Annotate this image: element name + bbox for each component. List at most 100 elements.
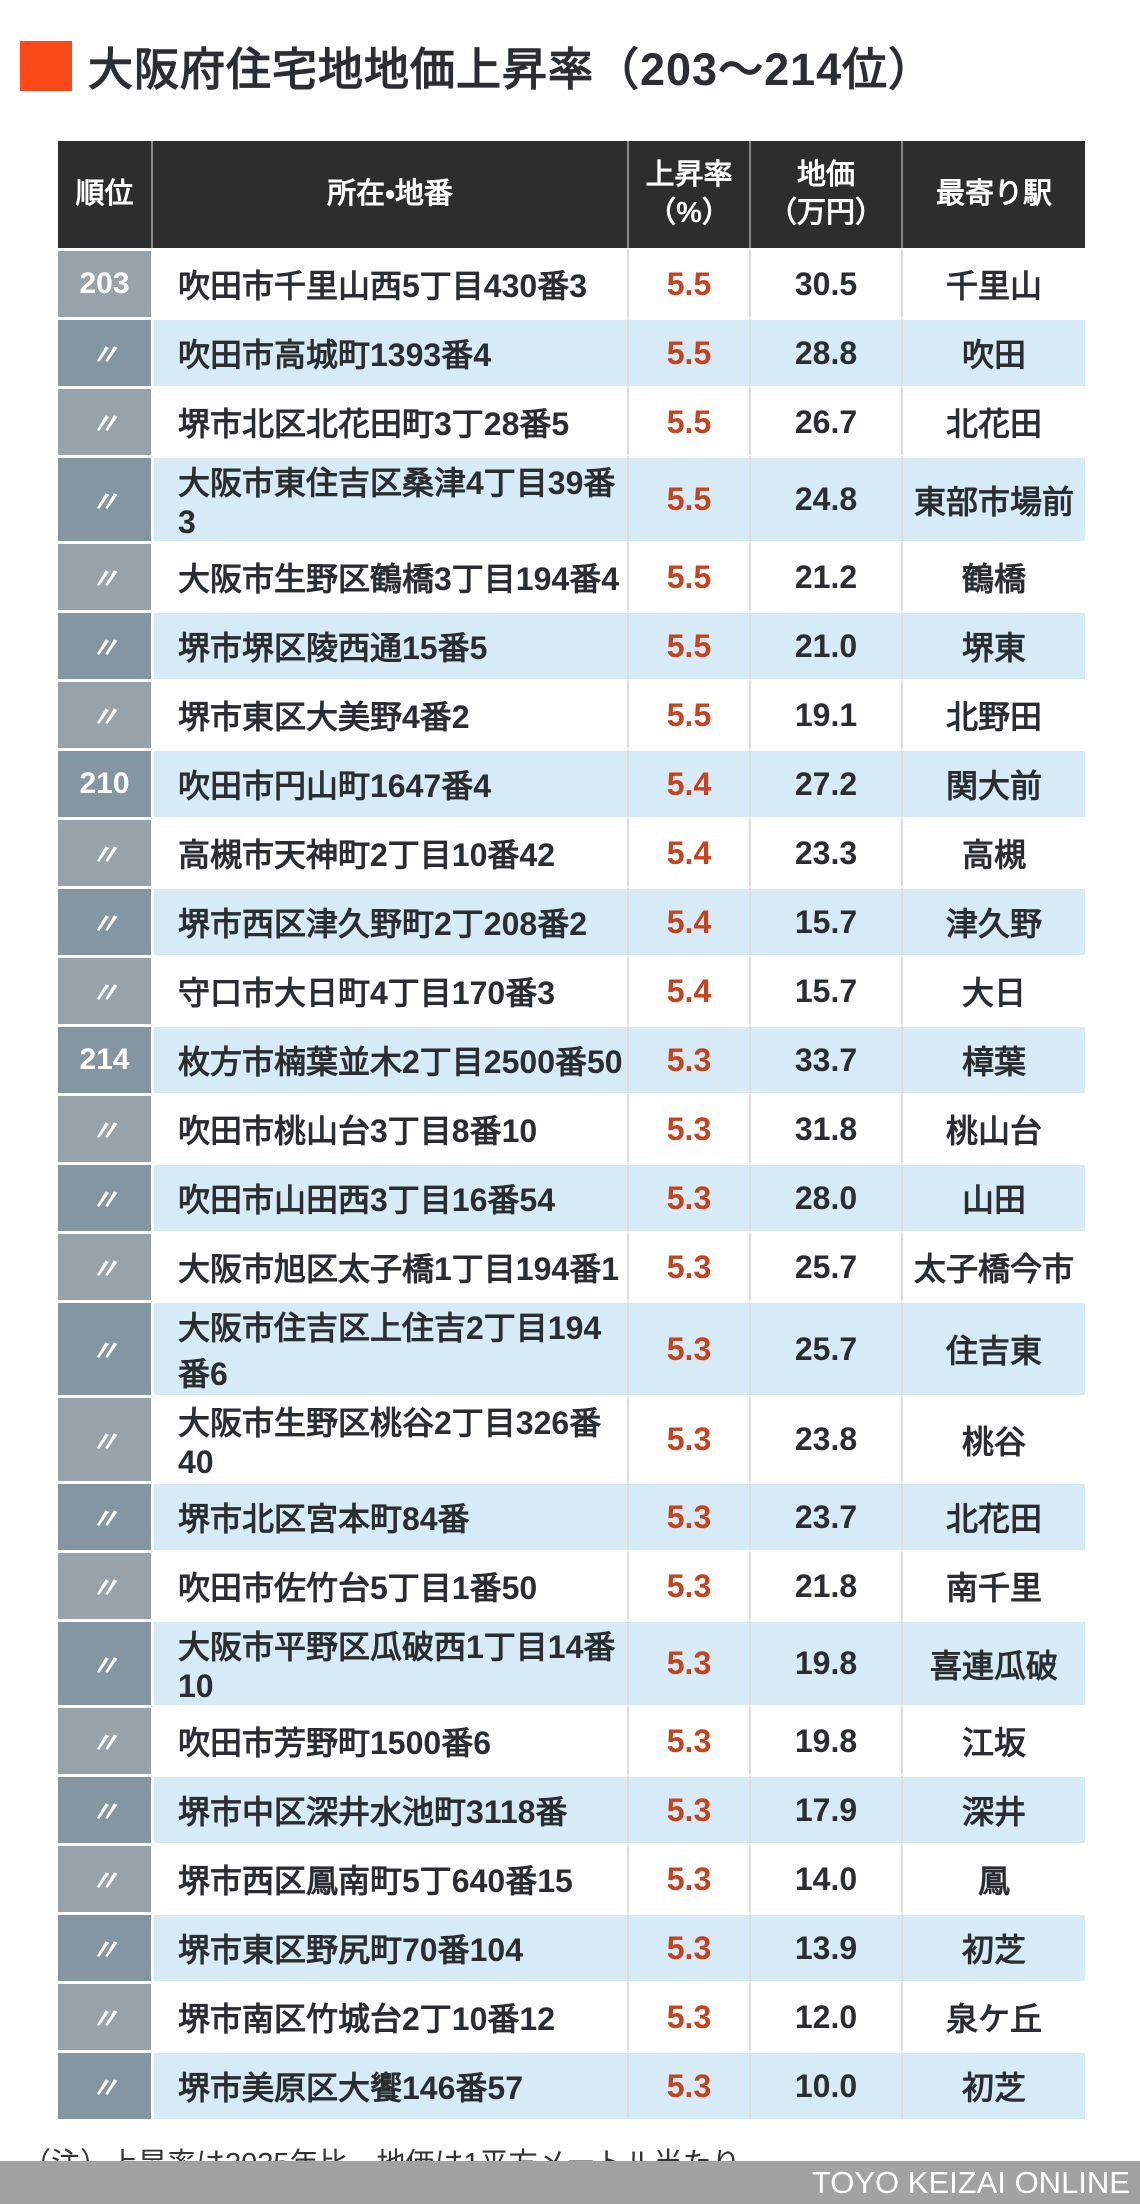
address-cell: 堺市南区竹城台2丁10番12 — [151, 1981, 627, 2050]
title-accent-square-icon — [20, 40, 72, 91]
table-row: 〃 吹田市山田西3丁目16番54 5.3 28.0 山田 — [58, 1162, 1085, 1231]
rank-cell: 〃 — [58, 1481, 151, 1550]
rank-cell: 〃 — [58, 1550, 151, 1619]
rate-cell: 5.5 — [627, 610, 749, 679]
rate-cell: 5.4 — [627, 748, 749, 817]
table-row: 〃 大阪市旭区太子橋1丁目194番1 5.3 25.7 太子橋今市 — [58, 1231, 1085, 1300]
rate-cell: 5.3 — [627, 1774, 749, 1843]
price-cell: 26.7 — [749, 386, 901, 455]
address-cell: 大阪市東住吉区桑津4丁目39番3 — [151, 455, 627, 541]
address-cell: 堺市東区大美野4番2 — [151, 679, 627, 748]
table-row: 〃 吹田市桃山台3丁目8番10 5.3 31.8 桃山台 — [58, 1093, 1085, 1162]
address-cell: 吹田市千里山西5丁目430番3 — [151, 248, 627, 317]
rate-cell: 5.3 — [627, 1550, 749, 1619]
price-cell: 10.0 — [749, 2050, 901, 2119]
station-cell: 北花田 — [901, 1481, 1085, 1550]
rate-cell: 5.3 — [627, 2050, 749, 2119]
col-header-address-label: 所在・地番 — [327, 177, 453, 210]
price-cell: 14.0 — [749, 1843, 901, 1912]
rank-cell: 〃 — [58, 1162, 151, 1231]
table-row: 〃 堺市東区野尻町70番104 5.3 13.9 初芝 — [58, 1912, 1085, 1981]
station-cell: 鳳 — [901, 1843, 1085, 1912]
address-cell: 大阪市住吉区上住吉2丁目194番6 — [151, 1300, 627, 1395]
table-row: 〃 吹田市高城町1393番4 5.5 28.8 吹田 — [58, 317, 1085, 386]
station-cell: 北野田 — [901, 679, 1085, 748]
address-cell: 大阪市旭区太子橋1丁目194番1 — [151, 1231, 627, 1300]
price-cell: 13.9 — [749, 1912, 901, 1981]
col-header-rank: 順位 — [58, 141, 151, 248]
table-body: 203 吹田市千里山西5丁目430番3 5.5 30.5 千里山 〃 吹田市高城… — [58, 248, 1085, 2119]
address-cell: 吹田市山田西3丁目16番54 — [151, 1162, 627, 1231]
table-row: 〃 大阪市生野区鶴橋3丁目194番4 5.5 21.2 鶴橋 — [58, 541, 1085, 610]
price-cell: 21.0 — [749, 610, 901, 679]
rate-cell: 5.5 — [627, 386, 749, 455]
address-cell: 堺市北区宮本町84番 — [151, 1481, 627, 1550]
rank-cell: 〃 — [58, 817, 151, 886]
table-row: 203 吹田市千里山西5丁目430番3 5.5 30.5 千里山 — [58, 248, 1085, 317]
rank-cell: 〃 — [58, 886, 151, 955]
rank-cell: 210 — [58, 748, 151, 817]
rank-cell: 〃 — [58, 317, 151, 386]
rate-cell: 5.3 — [627, 1093, 749, 1162]
rate-cell: 5.3 — [627, 1024, 749, 1093]
table-row: 214 枚方市楠葉並木2丁目2500番50 5.3 33.7 樟葉 — [58, 1024, 1085, 1093]
table-row: 210 吹田市円山町1647番4 5.4 27.2 関大前 — [58, 748, 1085, 817]
rank-cell: 〃 — [58, 1843, 151, 1912]
rank-cell: 〃 — [58, 455, 151, 541]
price-cell: 12.0 — [749, 1981, 901, 2050]
rank-cell: 203 — [58, 248, 151, 317]
col-header-station: 最寄り駅 — [901, 141, 1085, 248]
address-cell: 守口市大日町4丁目170番3 — [151, 955, 627, 1024]
price-cell: 23.7 — [749, 1481, 901, 1550]
rate-cell: 5.3 — [627, 1300, 749, 1395]
col-header-price-line2: （万円） — [767, 196, 884, 229]
table-row: 〃 堺市西区鳳南町5丁640番15 5.3 14.0 鳳 — [58, 1843, 1085, 1912]
col-header-rate-line2: （%） — [647, 196, 731, 229]
rank-cell: 〃 — [58, 1093, 151, 1162]
table-row: 〃 吹田市芳野町1500番6 5.3 19.8 江坂 — [58, 1705, 1085, 1774]
station-cell: 江坂 — [901, 1705, 1085, 1774]
station-cell: 東部市場前 — [901, 455, 1085, 541]
address-cell: 吹田市高城町1393番4 — [151, 317, 627, 386]
station-cell: 高槻 — [901, 817, 1085, 886]
station-cell: 津久野 — [901, 886, 1085, 955]
table-row: 〃 堺市北区北花田町3丁28番5 5.5 26.7 北花田 — [58, 386, 1085, 455]
address-cell: 堺市中区深井水池町3118番 — [151, 1774, 627, 1843]
rate-cell: 5.3 — [627, 1912, 749, 1981]
rank-cell: 〃 — [58, 1912, 151, 1981]
station-cell: 関大前 — [901, 748, 1085, 817]
address-cell: 堺市西区津久野町2丁208番2 — [151, 886, 627, 955]
station-cell: 初芝 — [901, 2050, 1085, 2119]
station-cell: 桃山台 — [901, 1093, 1085, 1162]
price-cell: 28.8 — [749, 317, 901, 386]
address-cell: 枚方市楠葉並木2丁目2500番50 — [151, 1024, 627, 1093]
price-cell: 24.8 — [749, 455, 901, 541]
table-row: 〃 守口市大日町4丁目170番3 5.4 15.7 大日 — [58, 955, 1085, 1024]
address-cell: 堺市東区野尻町70番104 — [151, 1912, 627, 1981]
rank-cell: 〃 — [58, 1619, 151, 1705]
rank-cell: 〃 — [58, 541, 151, 610]
address-cell: 大阪市生野区鶴橋3丁目194番4 — [151, 541, 627, 610]
rate-cell: 5.5 — [627, 455, 749, 541]
price-cell: 25.7 — [749, 1231, 901, 1300]
rank-cell: 〃 — [58, 1774, 151, 1843]
price-cell: 23.3 — [749, 817, 901, 886]
brand-text: TOYO KEIZAI ONLINE — [811, 2165, 1130, 2200]
price-cell: 33.7 — [749, 1024, 901, 1093]
address-cell: 高槻市天神町2丁目10番42 — [151, 817, 627, 886]
rank-cell: 〃 — [58, 679, 151, 748]
table-row: 〃 大阪市住吉区上住吉2丁目194番6 5.3 25.7 住吉東 — [58, 1300, 1085, 1395]
station-cell: 北花田 — [901, 386, 1085, 455]
address-cell: 吹田市円山町1647番4 — [151, 748, 627, 817]
address-cell: 堺市北区北花田町3丁28番5 — [151, 386, 627, 455]
col-header-station-label: 最寄り駅 — [935, 177, 1052, 210]
rate-cell: 5.3 — [627, 1395, 749, 1481]
price-cell: 28.0 — [749, 1162, 901, 1231]
price-cell: 17.9 — [749, 1774, 901, 1843]
rate-cell: 5.5 — [627, 541, 749, 610]
address-cell: 堺市西区鳳南町5丁640番15 — [151, 1843, 627, 1912]
address-cell: 堺市堺区陵西通15番5 — [151, 610, 627, 679]
station-cell: 初芝 — [901, 1912, 1085, 1981]
rank-cell: 214 — [58, 1024, 151, 1093]
